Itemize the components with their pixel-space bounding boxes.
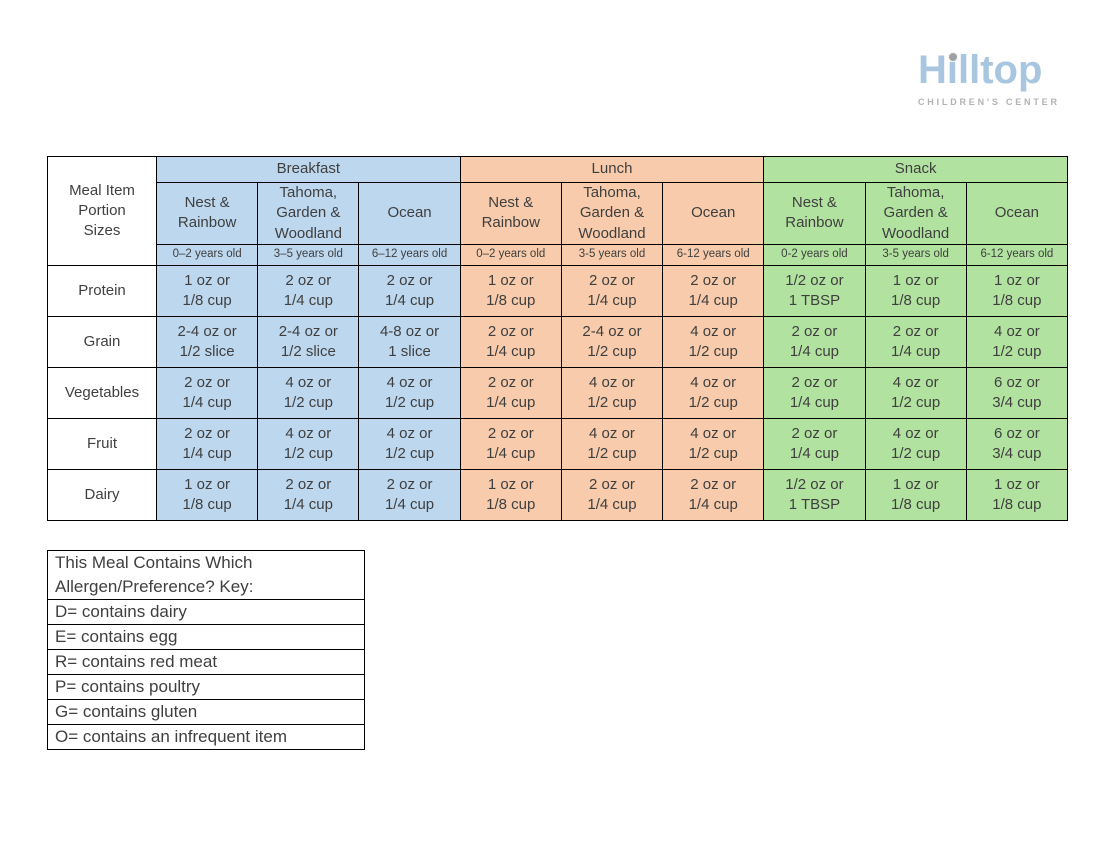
portion-cell: 2 oz or 1/4 cup bbox=[560, 468, 664, 521]
portion-cell: 1 oz or 1/8 cup bbox=[459, 264, 562, 317]
portion-cell: 4 oz or 1/2 cup bbox=[965, 315, 1069, 368]
logo-wordmark-text: Hilltop bbox=[918, 48, 1043, 92]
allergen-key-box: This Meal Contains Which Allergen/Prefer… bbox=[47, 550, 365, 750]
row-label-fruit: Fruit bbox=[47, 417, 157, 470]
logo-i-dot-icon bbox=[948, 52, 958, 62]
portion-cell: 4 oz or 1/2 cup bbox=[864, 417, 967, 470]
age-header: 0-2 years old bbox=[763, 243, 866, 266]
room-header-snack-tahoma-garden-woodland: Tahoma, Garden & Woodland bbox=[864, 182, 967, 245]
portion-cell: 2 oz or 1/4 cup bbox=[662, 264, 765, 317]
logo-subtitle: CHILDREN'S CENTER bbox=[918, 97, 1060, 107]
portion-cell: 6 oz or 3/4 cup bbox=[965, 417, 1069, 470]
portion-cell: 2 oz or 1/4 cup bbox=[155, 366, 259, 419]
allergen-key-title: This Meal Contains Which Allergen/Prefer… bbox=[55, 553, 254, 596]
meal-header-breakfast: Breakfast bbox=[156, 156, 461, 183]
table-row-dairy: Dairy 1 oz or 1/8 cup 2 oz or 1/4 cup 2 … bbox=[47, 468, 1069, 521]
portion-cell: 4 oz or 1/2 cup bbox=[358, 366, 461, 419]
table-row-protein: Protein 1 oz or 1/8 cup 2 oz or 1/4 cup … bbox=[47, 264, 1069, 317]
age-header: 3–5 years old bbox=[257, 243, 360, 266]
meal-header-row: Meal Item Portion Sizes Breakfast Lunch … bbox=[47, 156, 1068, 266]
room-header-lunch-tahoma-garden-woodland: Tahoma, Garden & Woodland bbox=[560, 182, 664, 245]
portion-cell: 1 oz or 1/8 cup bbox=[864, 468, 967, 521]
room-header-lunch-ocean: Ocean bbox=[662, 182, 765, 245]
allergen-key-item-infrequent: O= contains an infrequent item bbox=[48, 724, 364, 749]
portion-cell: 2 oz or 1/4 cup bbox=[459, 366, 562, 419]
room-header-row: Nest & Rainbow Tahoma, Garden & Woodland… bbox=[48, 182, 1069, 245]
portion-cell: 4 oz or 1/2 cup bbox=[662, 315, 765, 368]
portion-cell: 2-4 oz or 1/2 cup bbox=[560, 315, 664, 368]
portion-cell: 1 oz or 1/8 cup bbox=[155, 264, 259, 317]
row-label-grain: Grain bbox=[47, 315, 157, 368]
room-header-breakfast-ocean: Ocean bbox=[358, 182, 461, 245]
portion-cell: 2 oz or 1/4 cup bbox=[662, 468, 765, 521]
age-header: 3-5 years old bbox=[864, 243, 967, 266]
portion-cell: 1 oz or 1/8 cup bbox=[155, 468, 259, 521]
allergen-key-item-egg: E= contains egg bbox=[48, 624, 364, 649]
portion-cell: 1 oz or 1/8 cup bbox=[459, 468, 562, 521]
portion-cell: 1 oz or 1/8 cup bbox=[965, 468, 1069, 521]
portion-cell: 4 oz or 1/2 cup bbox=[864, 366, 967, 419]
portion-cell: 4-8 oz or 1 slice bbox=[358, 315, 461, 368]
portion-cell: 1/2 oz or 1 TBSP bbox=[763, 468, 866, 521]
portion-cell: 2 oz or 1/4 cup bbox=[155, 417, 259, 470]
portion-cell: 2-4 oz or 1/2 slice bbox=[257, 315, 360, 368]
portion-cell: 2 oz or 1/4 cup bbox=[763, 315, 866, 368]
logo-wordmark: Hilltop bbox=[918, 50, 1078, 90]
portion-cell: 2 oz or 1/4 cup bbox=[358, 468, 461, 521]
table-row-grain: Grain 2-4 oz or 1/2 slice 2-4 oz or 1/2 … bbox=[47, 315, 1069, 368]
portion-cell: 2 oz or 1/4 cup bbox=[763, 366, 866, 419]
room-header-snack-nest-rainbow: Nest & Rainbow bbox=[763, 182, 866, 245]
row-label-protein: Protein bbox=[47, 264, 157, 317]
age-header: 6-12 years old bbox=[965, 243, 1069, 266]
hilltop-logo: Hilltop CHILDREN'S CENTER bbox=[918, 50, 1078, 107]
table-row-vegetables: Vegetables 2 oz or 1/4 cup 4 oz or 1/2 c… bbox=[47, 366, 1069, 419]
portion-cell: 2 oz or 1/4 cup bbox=[358, 264, 461, 317]
portion-cell: 4 oz or 1/2 cup bbox=[257, 417, 360, 470]
corner-label: Meal Item Portion Sizes bbox=[47, 156, 157, 266]
portion-cell: 4 oz or 1/2 cup bbox=[358, 417, 461, 470]
portion-cell: 1/2 oz or 1 TBSP bbox=[763, 264, 866, 317]
age-header: 6-12 years old bbox=[662, 243, 765, 266]
portion-cell: 2 oz or 1/4 cup bbox=[257, 468, 360, 521]
age-header: 3-5 years old bbox=[560, 243, 664, 266]
portion-cell: 2 oz or 1/4 cup bbox=[864, 315, 967, 368]
portion-sizes-table: Meal Item Portion Sizes Breakfast Lunch … bbox=[47, 156, 1069, 521]
portion-cell: 4 oz or 1/2 cup bbox=[560, 366, 664, 419]
portion-cell: 4 oz or 1/2 cup bbox=[257, 366, 360, 419]
allergen-key-item-poultry: P= contains poultry bbox=[48, 674, 364, 699]
portion-cell: 2 oz or 1/4 cup bbox=[560, 264, 664, 317]
room-header-breakfast-tahoma-garden-woodland: Tahoma, Garden & Woodland bbox=[257, 182, 360, 245]
portion-cell: 2 oz or 1/4 cup bbox=[459, 315, 562, 368]
portion-cell: 4 oz or 1/2 cup bbox=[560, 417, 664, 470]
age-header-row: 0–2 years old 3–5 years old 6–12 years o… bbox=[48, 243, 1069, 266]
age-header: 0–2 years old bbox=[459, 243, 562, 266]
room-header-lunch-nest-rainbow: Nest & Rainbow bbox=[459, 182, 562, 245]
room-header-snack-ocean: Ocean bbox=[965, 182, 1069, 245]
table-row-fruit: Fruit 2 oz or 1/4 cup 4 oz or 1/2 cup 4 … bbox=[47, 417, 1069, 470]
meal-header-lunch: Lunch bbox=[459, 156, 765, 183]
row-label-vegetables: Vegetables bbox=[47, 366, 157, 419]
portion-cell: 2-4 oz or 1/2 slice bbox=[155, 315, 259, 368]
age-header: 6–12 years old bbox=[358, 243, 461, 266]
age-header: 0–2 years old bbox=[155, 243, 259, 266]
room-header-breakfast-nest-rainbow: Nest & Rainbow bbox=[155, 182, 259, 245]
portion-cell: 2 oz or 1/4 cup bbox=[257, 264, 360, 317]
portion-cell: 6 oz or 3/4 cup bbox=[965, 366, 1069, 419]
portion-cell: 2 oz or 1/4 cup bbox=[459, 417, 562, 470]
allergen-key-item-gluten: G= contains gluten bbox=[48, 699, 364, 724]
portion-cell: 4 oz or 1/2 cup bbox=[662, 366, 765, 419]
portion-cell: 4 oz or 1/2 cup bbox=[662, 417, 765, 470]
row-label-dairy: Dairy bbox=[47, 468, 157, 521]
allergen-key-item-red-meat: R= contains red meat bbox=[48, 649, 364, 674]
portion-cell: 2 oz or 1/4 cup bbox=[763, 417, 866, 470]
portion-cell: 1 oz or 1/8 cup bbox=[864, 264, 967, 317]
meal-header-snack: Snack bbox=[763, 156, 1068, 183]
allergen-key-item-dairy: D= contains dairy bbox=[48, 599, 364, 624]
portion-cell: 1 oz or 1/8 cup bbox=[965, 264, 1069, 317]
